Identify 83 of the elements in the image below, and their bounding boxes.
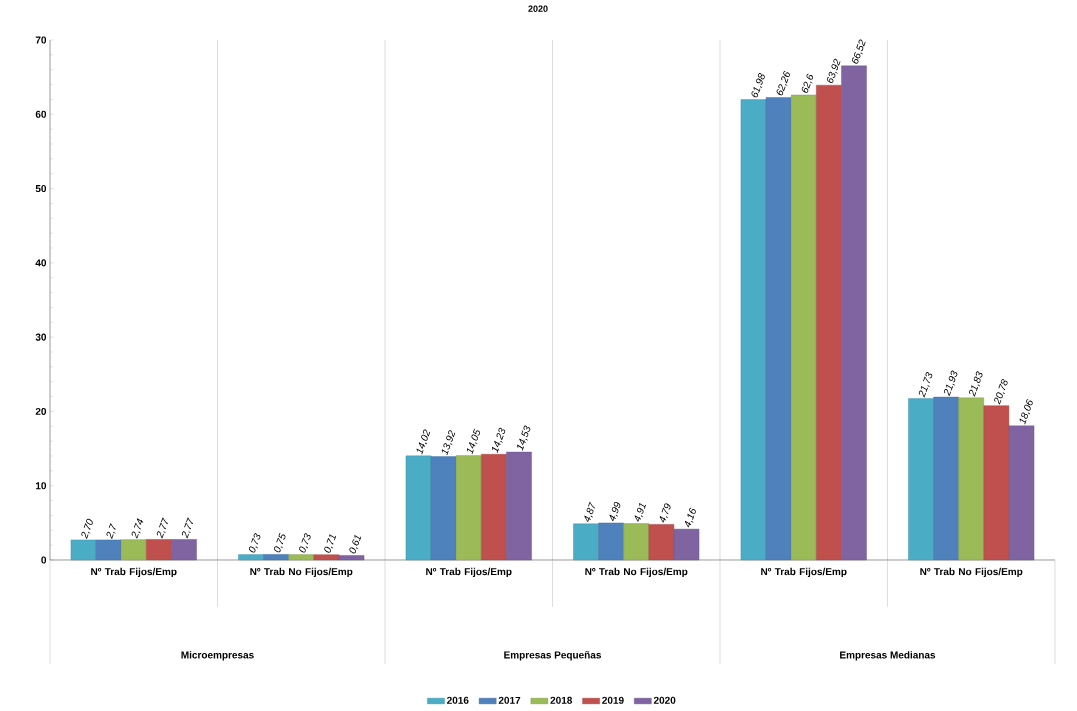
data-label: 14,53 bbox=[517, 425, 531, 451]
data-label: 2,77 bbox=[156, 517, 168, 539]
data-label: 61,98 bbox=[751, 73, 765, 98]
bar bbox=[70, 539, 97, 561]
bar bbox=[765, 97, 792, 561]
data-label: 18,06 bbox=[1019, 399, 1033, 425]
legend-label: 2018 bbox=[550, 696, 573, 704]
y-tick-label: 10 bbox=[35, 482, 47, 490]
legend-label: 2017 bbox=[498, 696, 521, 704]
bar bbox=[740, 99, 767, 561]
bar bbox=[933, 396, 959, 561]
bar bbox=[648, 524, 675, 561]
bar bbox=[338, 555, 365, 561]
bar bbox=[908, 398, 934, 561]
bar bbox=[506, 451, 532, 561]
y-tick-label: 30 bbox=[35, 333, 47, 341]
chart-title: 2020 bbox=[528, 5, 548, 12]
bar bbox=[841, 65, 867, 561]
legend-label: 2016 bbox=[447, 696, 469, 704]
bar bbox=[120, 539, 147, 561]
bar bbox=[790, 94, 817, 561]
x-tick-label: Nº Trab No Fijos/Emp bbox=[920, 567, 1023, 578]
bar bbox=[313, 554, 340, 561]
data-label: 14,05 bbox=[466, 428, 480, 455]
data-label: 0,73 bbox=[248, 533, 261, 553]
y-tick-label: 60 bbox=[35, 110, 47, 118]
data-label: 20,78 bbox=[994, 379, 1008, 405]
data-label: 4,79 bbox=[659, 503, 671, 523]
data-label: 4,16 bbox=[684, 507, 696, 528]
y-tick-label: 50 bbox=[35, 185, 47, 193]
bar bbox=[816, 84, 842, 561]
bar bbox=[673, 528, 700, 561]
bar bbox=[146, 539, 172, 561]
bar bbox=[598, 522, 624, 561]
data-label: 0,75 bbox=[274, 532, 286, 553]
bar bbox=[95, 539, 122, 561]
data-label: 2,70 bbox=[81, 518, 93, 539]
x-tick-label: Nº Trab No Fijos/Emp bbox=[585, 567, 688, 578]
data-label: 66,52 bbox=[851, 39, 866, 64]
data-label: 0,73 bbox=[299, 533, 311, 553]
y-tick-label: 70 bbox=[35, 36, 47, 44]
data-label: 0,71 bbox=[324, 534, 337, 553]
bar bbox=[958, 397, 984, 561]
data-label: 2,77 bbox=[181, 517, 193, 539]
x-tick-label: Nº Trab Fijos/Emp bbox=[761, 567, 847, 578]
data-label: 0,61 bbox=[349, 534, 362, 554]
bar bbox=[983, 405, 1010, 561]
y-tick-label: 20 bbox=[35, 407, 47, 415]
data-label: 14,23 bbox=[492, 427, 506, 453]
data-label: 21,73 bbox=[918, 372, 933, 398]
text: Empresas Pequeñas bbox=[504, 651, 601, 661]
legend-label: 2020 bbox=[653, 696, 676, 704]
text: Microempresas bbox=[181, 651, 254, 661]
bar bbox=[405, 455, 432, 561]
data-label: 62,26 bbox=[776, 70, 790, 96]
x-tick-label: Nº Trab Fijos/Emp bbox=[91, 567, 177, 578]
bar bbox=[288, 554, 315, 561]
data-label: 2,7 bbox=[106, 523, 116, 539]
bar bbox=[238, 554, 264, 561]
data-label: 63,92 bbox=[826, 58, 841, 83]
x-tick-label: Nº Trab Fijos/Emp bbox=[426, 567, 512, 578]
data-label: 21,93 bbox=[943, 370, 958, 397]
bar bbox=[481, 454, 507, 561]
data-label: 62,6 bbox=[801, 73, 814, 93]
data-label: 4,91 bbox=[634, 503, 646, 522]
text: Empresas Medianas bbox=[840, 651, 936, 661]
bar bbox=[623, 523, 649, 561]
data-label: 14,02 bbox=[416, 429, 431, 455]
bar bbox=[263, 554, 289, 561]
y-tick-label: 40 bbox=[35, 259, 47, 267]
legend-label: 2019 bbox=[602, 696, 624, 704]
data-label: 21,83 bbox=[969, 371, 983, 397]
bar bbox=[171, 539, 197, 561]
bar bbox=[455, 455, 482, 561]
data-label: 4,87 bbox=[584, 501, 595, 523]
data-label: 13,92 bbox=[441, 430, 456, 456]
bar bbox=[430, 456, 457, 561]
data-label: 4,99 bbox=[609, 501, 621, 522]
y-tick-label: 0 bbox=[41, 556, 47, 564]
bar bbox=[1008, 425, 1035, 561]
data-label: 2,74 bbox=[131, 518, 144, 539]
bar bbox=[573, 523, 599, 561]
x-tick-label: Nº Trab No Fijos/Emp bbox=[250, 567, 353, 578]
